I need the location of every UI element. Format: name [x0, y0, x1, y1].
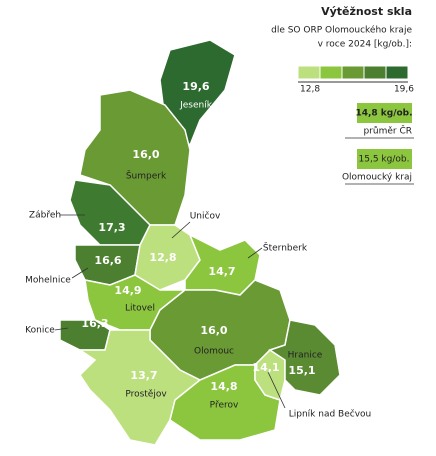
region-value: 16,3 [81, 317, 108, 330]
region-name: Hranice [288, 351, 323, 361]
legend-swatch [297, 65, 321, 80]
region-name: Jeseník [179, 101, 213, 111]
reference-value: 15,5 kg/ob. [359, 155, 410, 165]
legend-swatch [341, 65, 365, 80]
region-value: 16,0 [200, 324, 227, 337]
reference-box [357, 149, 412, 169]
region [159, 39, 236, 147]
region-name: Mohelnice [25, 276, 71, 286]
region [268, 319, 341, 396]
region-name: Šumperk [126, 170, 167, 182]
legend-min: 12,8 [300, 85, 320, 95]
region-name: Uničov [190, 211, 221, 222]
region-value: 16,0 [132, 148, 159, 161]
region-name: Lipník nad Bečvou [289, 409, 372, 420]
reference-box [357, 103, 412, 123]
legend-swatch [363, 65, 387, 80]
region-value: 15,1 [288, 364, 315, 377]
region-name: Litovel [125, 304, 155, 314]
title: Výtěžnost skla [321, 5, 412, 18]
regions [59, 39, 341, 446]
region-value: 14,1 [252, 361, 279, 374]
region-value: 19,6 [182, 80, 209, 93]
region-value: 12,8 [149, 251, 176, 264]
leaders [54, 214, 286, 409]
region-name: Přerov [210, 401, 239, 411]
region [134, 224, 201, 291]
reference-value: 14,8 kg/ob. [355, 109, 412, 119]
region-name: Prostějov [125, 390, 167, 400]
region-value: 13,7 [130, 369, 157, 382]
legend-max: 19,6 [394, 85, 414, 95]
region-name: Konice [25, 326, 55, 336]
reference-name: průměr ČR [363, 125, 412, 137]
subtitle: dle SO ORP Olomouckého kraje [271, 25, 412, 36]
region-name: Zábřeh [29, 211, 61, 221]
region-value: 17,3 [98, 221, 125, 234]
region-value: 14,9 [114, 284, 141, 297]
subtitle: v roce 2024 [kg/ob.]: [318, 40, 412, 50]
region-value: 14,8 [210, 380, 237, 393]
legend: 12,8 19,6 14,8 kg/ob. průměr ČR 15,5 kg/ob. O… [297, 65, 414, 185]
reference-name: Olomoucký kraj [342, 173, 412, 183]
region-name: Šternberk [263, 242, 308, 254]
region-value: 16,6 [94, 254, 121, 267]
region-name: Olomouc [194, 347, 234, 357]
legend-swatch [385, 65, 409, 80]
region-value: 14,7 [208, 265, 235, 278]
legend-swatch [319, 65, 343, 80]
